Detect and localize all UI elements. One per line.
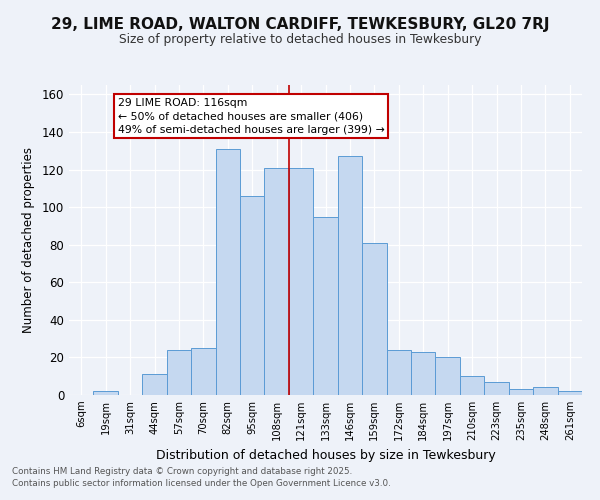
Text: 29 LIME ROAD: 116sqm
← 50% of detached houses are smaller (406)
49% of semi-deta: 29 LIME ROAD: 116sqm ← 50% of detached h… (118, 98, 385, 134)
Bar (289, 168, 313, 395)
X-axis label: Distribution of detached houses by size in Tewkesbury: Distribution of detached houses by size … (155, 448, 496, 462)
Bar (533, 388, 557, 395)
Bar (386, 350, 411, 395)
Text: Size of property relative to detached houses in Tewkesbury: Size of property relative to detached ho… (119, 32, 481, 46)
Bar (338, 156, 362, 395)
Text: Contains public sector information licensed under the Open Government Licence v3: Contains public sector information licen… (12, 478, 391, 488)
Bar (362, 243, 386, 395)
Bar (265, 168, 289, 395)
Y-axis label: Number of detached properties: Number of detached properties (22, 147, 35, 333)
Text: Contains HM Land Registry data © Crown copyright and database right 2025.: Contains HM Land Registry data © Crown c… (12, 467, 352, 476)
Bar (167, 350, 191, 395)
Text: 29, LIME ROAD, WALTON CARDIFF, TEWKESBURY, GL20 7RJ: 29, LIME ROAD, WALTON CARDIFF, TEWKESBUR… (51, 18, 549, 32)
Bar (94, 391, 118, 395)
Bar (484, 382, 509, 395)
Bar (460, 376, 484, 395)
Bar (240, 196, 265, 395)
Bar (557, 391, 582, 395)
Bar (142, 374, 167, 395)
Bar (509, 390, 533, 395)
Bar (313, 216, 338, 395)
Bar (436, 358, 460, 395)
Bar (215, 149, 240, 395)
Bar (191, 348, 215, 395)
Bar (411, 352, 436, 395)
